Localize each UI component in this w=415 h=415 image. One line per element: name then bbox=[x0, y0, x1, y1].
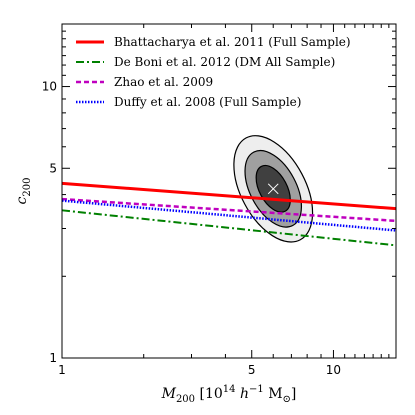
best-fit-marker-b bbox=[267, 183, 279, 195]
series-line-2 bbox=[61, 209, 397, 247]
y-axis-label-var: c bbox=[14, 196, 30, 204]
contour-layer bbox=[233, 135, 314, 243]
x-axis-label: M200 [1014 h−1 M⊙] bbox=[161, 384, 297, 405]
series-line-1 bbox=[61, 181, 397, 211]
legend: Bhattacharya et al. 2011 (Full Sample) De… bbox=[76, 35, 351, 109]
series-layer bbox=[61, 181, 397, 247]
y-axis-label-sub: 200 bbox=[22, 178, 33, 197]
series-line-3 bbox=[61, 197, 397, 223]
y-tick-label-0: 1 bbox=[49, 351, 57, 365]
series-line-4 bbox=[61, 199, 397, 232]
x-axis-label-hexp: −1 bbox=[249, 384, 264, 395]
y-axis-label: c200 bbox=[14, 178, 33, 205]
plot-frame bbox=[61, 23, 397, 359]
x-axis-label-unit: [10 bbox=[199, 386, 222, 402]
x-axis-label-close: ] bbox=[291, 386, 296, 402]
x-axis-label-h: h bbox=[240, 386, 249, 402]
legend-label-1: Bhattacharya et al. 2011 (Full Sample) bbox=[114, 35, 351, 49]
x-tick-label-0: 1 bbox=[58, 363, 66, 377]
legend-label-2: De Boni et al. 2012 (DM All Sample) bbox=[114, 55, 335, 69]
x-axis-label-sub: 200 bbox=[176, 394, 195, 405]
x-axis-label-var: M bbox=[161, 386, 177, 402]
x-axis-label-odot: ⊙ bbox=[283, 394, 291, 405]
legend-label-4: Duffy et al. 2008 (Full Sample) bbox=[114, 95, 301, 109]
x-tick-label-1: 5 bbox=[248, 363, 256, 377]
x-axis-label-exp: 14 bbox=[223, 384, 236, 395]
y-tick-label-1: 5 bbox=[49, 161, 57, 175]
legend-label-3: Zhao et al. 2009 bbox=[114, 75, 213, 89]
x-tick-label-2: 10 bbox=[326, 363, 341, 377]
y-tick-label-2: 10 bbox=[42, 80, 57, 94]
x-axis-label-msun: M bbox=[268, 386, 282, 402]
